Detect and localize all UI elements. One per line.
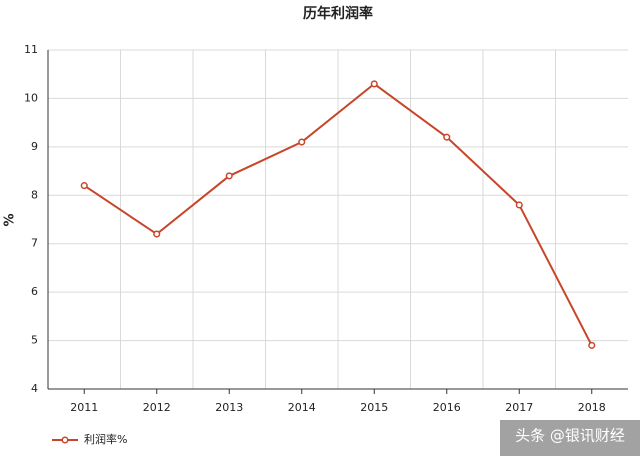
chart-title: 历年利润率 <box>303 5 373 22</box>
x-tick-label: 2012 <box>143 401 171 414</box>
watermark-bg <box>500 420 640 456</box>
y-tick-label: 10 <box>24 91 38 104</box>
y-tick-label: 6 <box>31 285 38 298</box>
y-tick-label: 9 <box>31 140 38 153</box>
y-tick-label: 5 <box>31 334 38 347</box>
point <box>153 230 161 238</box>
watermark: 头条 @银讯财经 <box>515 427 625 445</box>
point <box>370 80 378 88</box>
x-tick-label: 2018 <box>578 401 606 414</box>
point <box>80 182 88 190</box>
point <box>515 201 523 209</box>
legend-marker <box>61 436 69 444</box>
point <box>588 341 596 349</box>
y-tick-label: 4 <box>31 382 38 395</box>
point <box>443 133 451 141</box>
y-tick-label: 7 <box>31 237 38 250</box>
x-tick-label: 2017 <box>505 401 533 414</box>
legend-label: 利润率% <box>84 432 127 446</box>
x-tick-label: 2015 <box>360 401 388 414</box>
x-tick-label: 2016 <box>433 401 461 414</box>
y-axis-label: % <box>3 213 18 226</box>
x-tick-label: 2013 <box>215 401 243 414</box>
point <box>298 138 306 146</box>
x-tick-label: 2011 <box>70 401 98 414</box>
y-tick-label: 8 <box>31 188 38 201</box>
point <box>225 172 233 180</box>
y-tick-label: 11 <box>24 43 38 56</box>
series-line <box>83 82 593 346</box>
x-tick-label: 2014 <box>288 401 316 414</box>
